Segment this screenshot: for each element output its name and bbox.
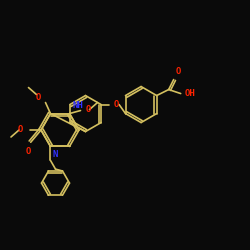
Text: O: O (114, 100, 119, 109)
Text: O: O (35, 93, 40, 102)
Text: O: O (86, 105, 91, 114)
Text: OH: OH (185, 89, 196, 98)
Text: NH: NH (72, 100, 83, 110)
Text: O: O (176, 66, 181, 76)
Text: O: O (18, 126, 23, 134)
Text: O: O (26, 147, 32, 156)
Text: N: N (52, 150, 58, 160)
